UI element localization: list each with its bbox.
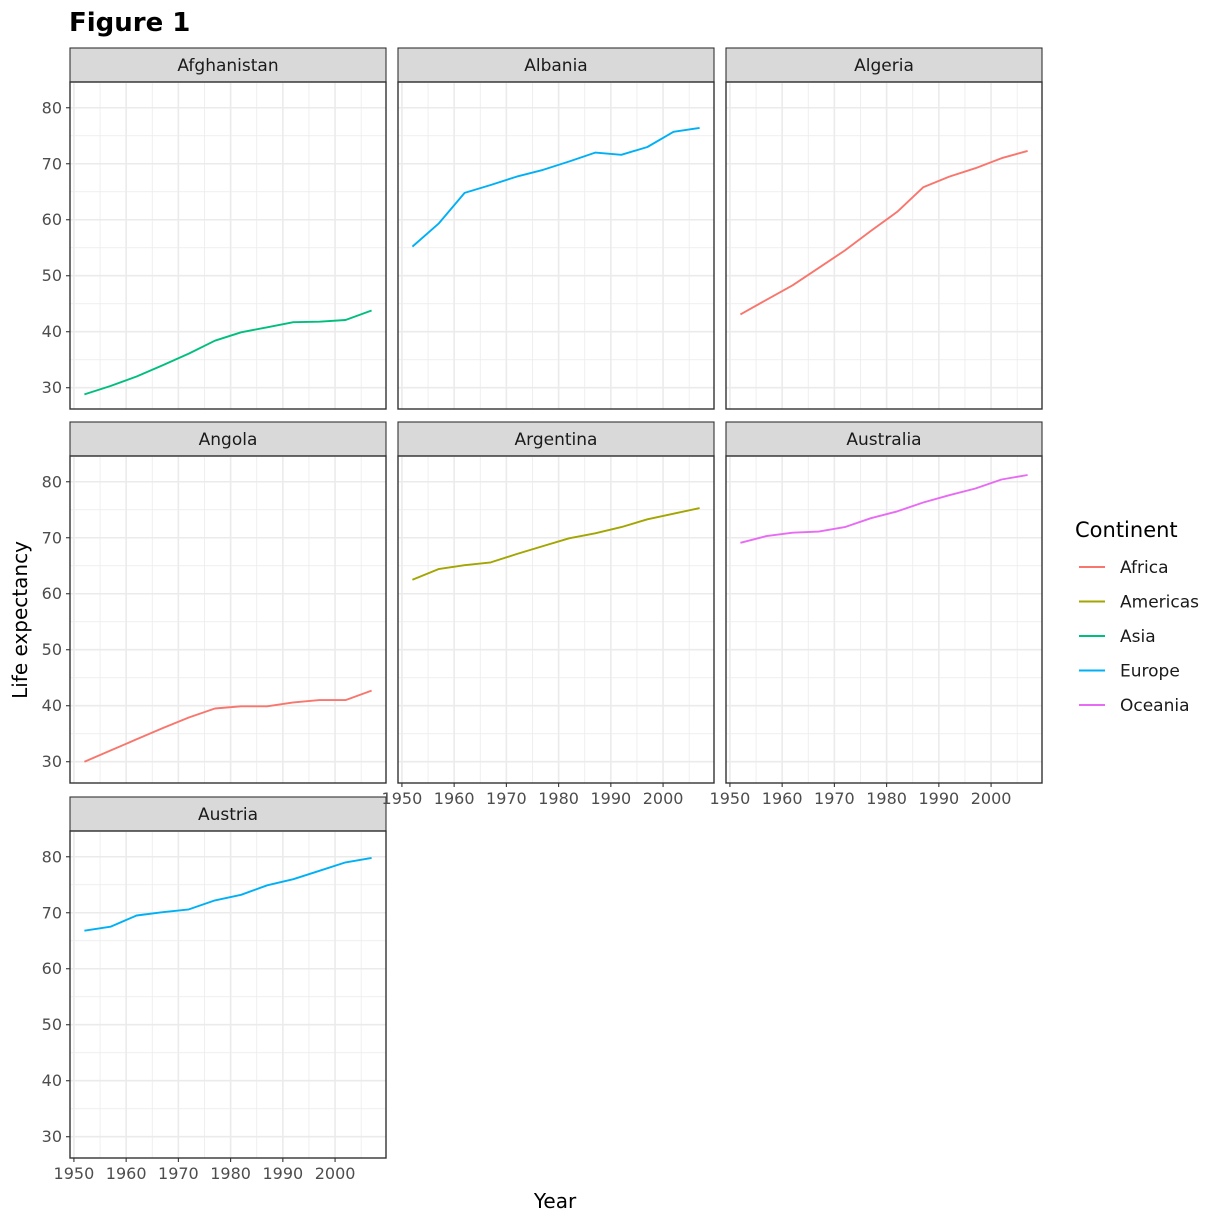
panel-border — [725, 455, 1043, 784]
x-tick-label: 1990 — [918, 789, 959, 808]
x-tick-label: 1970 — [814, 789, 855, 808]
legend: Continent Africa Americas Asia Europe Oceani… — [1075, 518, 1199, 716]
y-tick-label: 70 — [42, 154, 62, 173]
series-line-austria — [84, 856, 372, 932]
y-tick-label: 50 — [42, 266, 62, 285]
y-tick-label: 60 — [42, 584, 62, 603]
x-tick-label: 1950 — [382, 789, 423, 808]
legend-label: Africa — [1120, 558, 1169, 578]
y-tick-label: 80 — [42, 847, 62, 866]
facet-strip — [725, 47, 1043, 83]
legend-label: Asia — [1120, 627, 1156, 647]
y-tick-label: 80 — [42, 98, 62, 117]
y-tick-label: 50 — [42, 1015, 62, 1034]
facet-strip — [397, 47, 715, 83]
x-tick-label: 1950 — [54, 1164, 95, 1183]
facet-panel-argentina: Argentina — [397, 421, 715, 784]
series-line-argentina — [412, 507, 700, 581]
x-tick-label: 2000 — [643, 789, 684, 808]
y-tick-label: 40 — [42, 1071, 62, 1090]
facet-strip — [69, 796, 387, 832]
x-tick-label: 1980 — [866, 789, 907, 808]
x-tick-label: 1950 — [710, 789, 751, 808]
legend-title: Continent — [1075, 518, 1178, 542]
facet-strip — [69, 421, 387, 457]
y-tick-label: 40 — [42, 696, 62, 715]
facet-strip-label: Austria — [198, 805, 258, 825]
legend-label: Americas — [1120, 593, 1199, 613]
legend-label: Europe — [1120, 662, 1180, 682]
y-tick-label: 40 — [42, 322, 62, 341]
x-tick-label: 1990 — [262, 1164, 303, 1183]
facet-strip-label: Afghanistan — [177, 56, 278, 76]
axes: 30 40 50 60 70 80 30 40 50 60 70 80 1950 1960 1970 1980… — [42, 98, 1012, 1183]
x-axis-title: Year — [533, 1189, 577, 1213]
x-tick-label: 1990 — [590, 789, 631, 808]
facet-strip-label: Australia — [846, 430, 921, 450]
x-tick-label: 1980 — [538, 789, 579, 808]
x-tick-label: 2000 — [315, 1164, 356, 1183]
facet-strip — [69, 47, 387, 83]
y-tick-label: 70 — [42, 528, 62, 547]
y-tick-label: 60 — [42, 210, 62, 229]
panel-border — [69, 830, 387, 1159]
panel-border — [725, 81, 1043, 410]
facet-panel-algeria: Algeria — [725, 47, 1043, 410]
y-tick-label: 30 — [42, 378, 62, 397]
facet-strip-label: Argentina — [515, 430, 598, 450]
x-tick-label: 1980 — [210, 1164, 251, 1183]
facet-strip — [397, 421, 715, 457]
series-line-australia — [740, 474, 1028, 544]
facet-panel-albania: Albania — [397, 47, 715, 410]
y-tick-label: 80 — [42, 472, 62, 491]
facet-panels: Afghanistan Albania Algeria Angola Argentina… — [69, 47, 1043, 1159]
panel-border — [397, 81, 715, 410]
x-tick-label: 1970 — [158, 1164, 199, 1183]
panel-border — [397, 455, 715, 784]
x-tick-label: 1960 — [762, 789, 803, 808]
y-tick-label: 30 — [42, 752, 62, 771]
facet-panel-angola: Angola — [69, 421, 387, 784]
y-axis-title: Life expectancy — [8, 541, 32, 699]
facet-strip-label: Albania — [524, 56, 587, 76]
facet-panel-austria: Austria — [69, 796, 387, 1159]
facet-panel-afghanistan: Afghanistan — [69, 47, 387, 410]
series-line-albania — [411, 126, 700, 248]
figure-title: Figure 1 — [69, 8, 190, 38]
y-tick-label: 60 — [42, 959, 62, 978]
x-tick-label: 1960 — [434, 789, 475, 808]
y-tick-label: 70 — [42, 903, 62, 922]
y-tick-label: 50 — [42, 640, 62, 659]
series-line-angola — [84, 689, 372, 763]
panel-border — [69, 455, 387, 784]
legend-label: Oceania — [1120, 696, 1190, 716]
facet-strip — [725, 421, 1043, 457]
x-tick-label: 1960 — [106, 1164, 147, 1183]
series-line-algeria — [739, 149, 1028, 316]
x-tick-label: 2000 — [971, 789, 1012, 808]
facet-strip-label: Algeria — [854, 56, 914, 76]
facet-strip-label: Angola — [199, 430, 258, 450]
x-tick-label: 1970 — [486, 789, 527, 808]
y-tick-label: 30 — [42, 1127, 62, 1146]
panel-border — [69, 81, 387, 410]
series-line-afghanistan — [84, 309, 372, 396]
facet-panel-australia: Australia — [725, 421, 1043, 784]
